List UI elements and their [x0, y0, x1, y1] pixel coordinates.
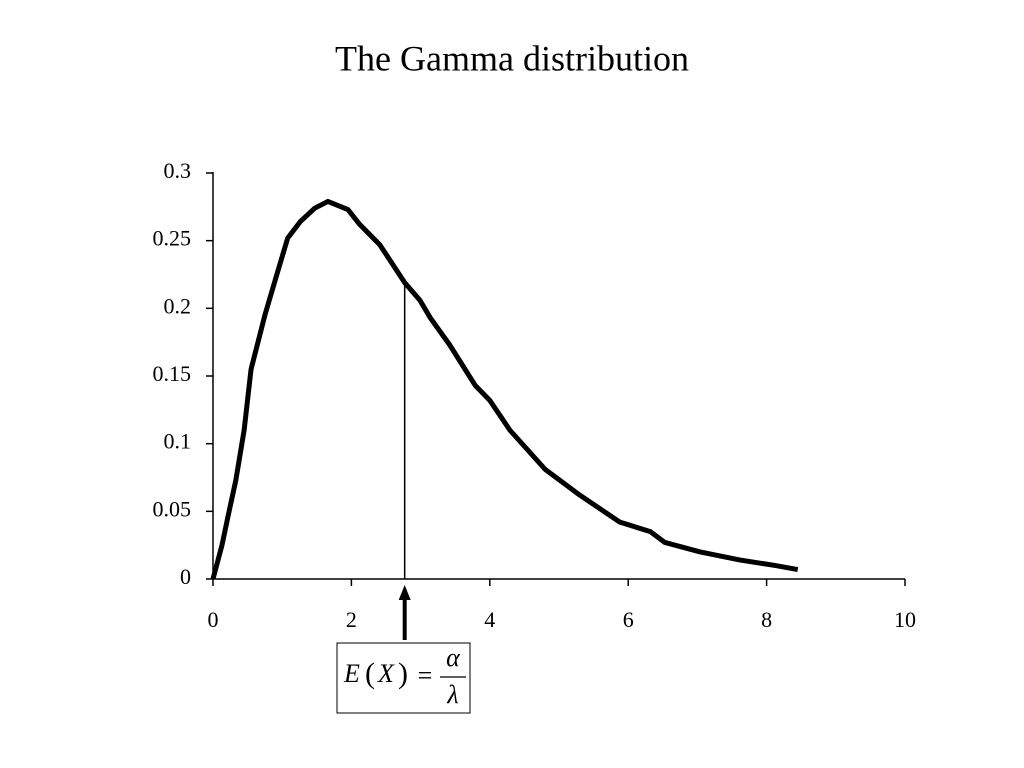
x-tick-label: 10 [894, 607, 916, 632]
y-tick-label: 0.1 [164, 429, 192, 454]
annotation-arrow-head [398, 585, 411, 600]
annotation-argument: X [377, 659, 395, 688]
chart-title: The Gamma distribution [335, 38, 689, 78]
annotation-numerator: α [446, 643, 461, 672]
annotation-paren: ( [365, 657, 375, 690]
y-tick-label: 0.3 [164, 158, 192, 183]
annotation-function: E [343, 659, 360, 688]
x-tick-label: 6 [623, 607, 634, 632]
annotation-denominator: λ [446, 680, 458, 709]
annotation-paren: ) [398, 657, 408, 690]
y-tick-label: 0.2 [164, 293, 192, 318]
x-tick-label: 4 [484, 607, 495, 632]
y-tick-label: 0.25 [153, 226, 192, 251]
y-tick-label: 0.15 [153, 361, 192, 386]
x-tick-label: 8 [761, 607, 772, 632]
y-tick-label: 0 [180, 564, 191, 589]
x-tick-label: 0 [208, 607, 219, 632]
annotation-equals: = [418, 661, 433, 690]
x-tick-label: 2 [346, 607, 357, 632]
annotation-box [336, 642, 471, 714]
y-tick-label: 0.05 [153, 496, 192, 521]
